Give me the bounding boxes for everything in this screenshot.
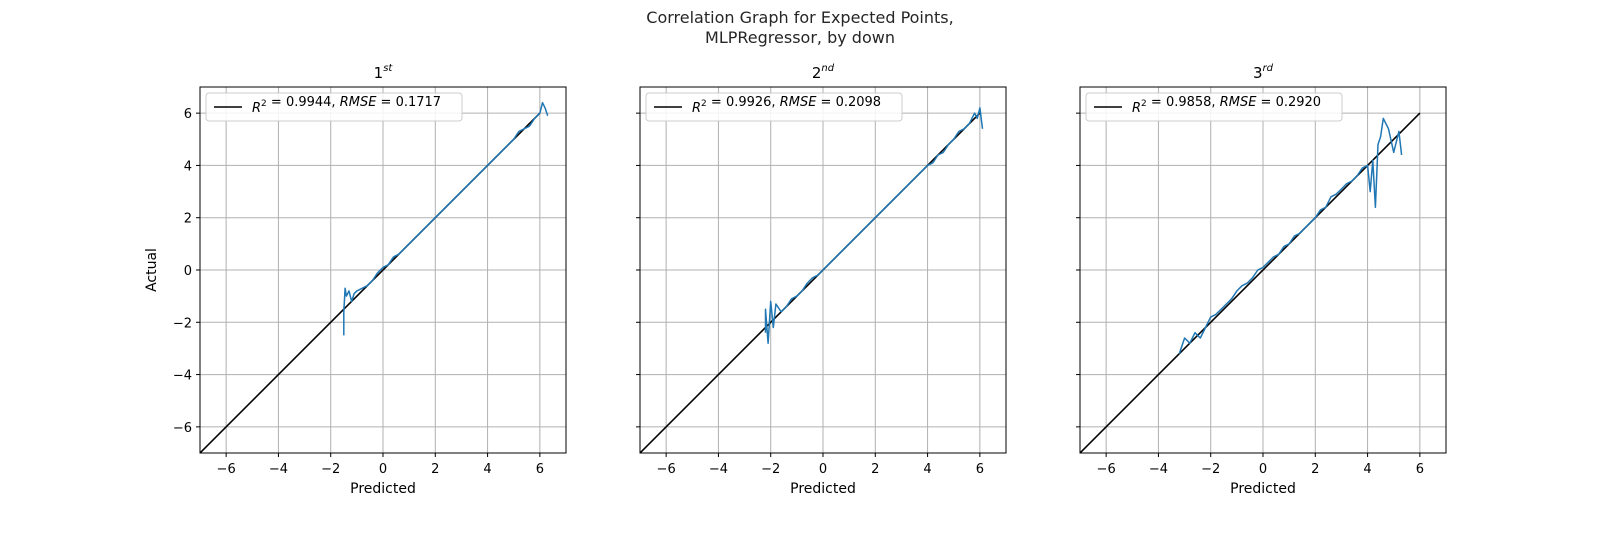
x-tick-label: 4 <box>1363 462 1371 477</box>
x-tick-label: −4 <box>709 462 728 477</box>
x-tick-label: −6 <box>217 462 236 477</box>
y-tick-label: 6 <box>184 107 192 122</box>
subplot-1: −6 −4 −2 0 2 4 6 −6 −4 −2 0 2 4 6 1st Predicted Actual R2… <box>144 63 567 497</box>
legend: R2 = 0.9944, RMSE = 0.1717 <box>205 92 463 122</box>
data-series-line <box>764 107 984 344</box>
figure-title-line-1: Correlation Graph for Expected Points, <box>646 8 954 27</box>
x-tick-label: −4 <box>269 462 288 477</box>
y-axis-label: Actual <box>144 248 160 292</box>
y-tick-label: 4 <box>184 159 192 174</box>
legend-box <box>205 92 463 122</box>
legend: R2 = 0.9926, RMSE = 0.2098 <box>645 92 903 122</box>
x-tick-label: 2 <box>1311 462 1319 477</box>
subplot-title: 3rd <box>1253 63 1274 82</box>
subplot-2: −6 −4 −2 0 2 4 6 2nd Predicted R2 = 0.9926, RMSE … <box>636 63 1007 497</box>
x-axis-label: Predicted <box>790 481 856 497</box>
legend-box <box>645 92 903 122</box>
legend-entry-text: R2 = 0.9926, RMSE = 0.2098 <box>692 95 881 116</box>
x-tick-label: −4 <box>1149 462 1168 477</box>
x-tick-label: −2 <box>761 462 780 477</box>
x-axis-label: Predicted <box>1230 481 1296 497</box>
y-tick-label: −6 <box>173 421 192 436</box>
x-tick-label: −2 <box>321 462 340 477</box>
data-series-line <box>343 101 549 336</box>
reference-line <box>1080 112 1421 453</box>
x-tick-label: 6 <box>1416 462 1424 477</box>
x-axis-label: Predicted <box>350 481 416 497</box>
x-tick-label: 2 <box>431 462 439 477</box>
y-tick-label: 0 <box>184 264 192 279</box>
x-tick-label: −6 <box>1097 462 1116 477</box>
x-tick-label: −6 <box>657 462 676 477</box>
y-tick-label: −2 <box>173 316 192 331</box>
y-tick-label: 2 <box>184 212 192 227</box>
x-tick-label: 6 <box>976 462 984 477</box>
legend-box <box>1085 92 1343 122</box>
x-tick-label: 0 <box>1259 462 1267 477</box>
data-series-line <box>1178 117 1403 354</box>
x-tick-label: 2 <box>871 462 879 477</box>
x-tick-label: 0 <box>819 462 827 477</box>
x-tick-label: 6 <box>536 462 544 477</box>
legend: R2 = 0.9858, RMSE = 0.2920 <box>1085 92 1343 122</box>
y-tick-label: −4 <box>173 369 192 384</box>
subplot-title: 1st <box>374 63 394 82</box>
figure-title-line-2: MLPRegressor, by down <box>705 28 895 47</box>
x-tick-label: −2 <box>1201 462 1220 477</box>
legend-entry-text: R2 = 0.9944, RMSE = 0.1717 <box>252 95 441 116</box>
x-tick-label: 4 <box>483 462 491 477</box>
subplot-3: −6 −4 −2 0 2 4 6 3rd Predicted R2 = 0.9858, RMSE … <box>1076 63 1447 497</box>
x-tick-label: 0 <box>379 462 387 477</box>
subplot-title: 2nd <box>812 63 835 82</box>
legend-entry-text: R2 = 0.9858, RMSE = 0.2920 <box>1132 95 1321 116</box>
x-tick-label: 4 <box>923 462 931 477</box>
